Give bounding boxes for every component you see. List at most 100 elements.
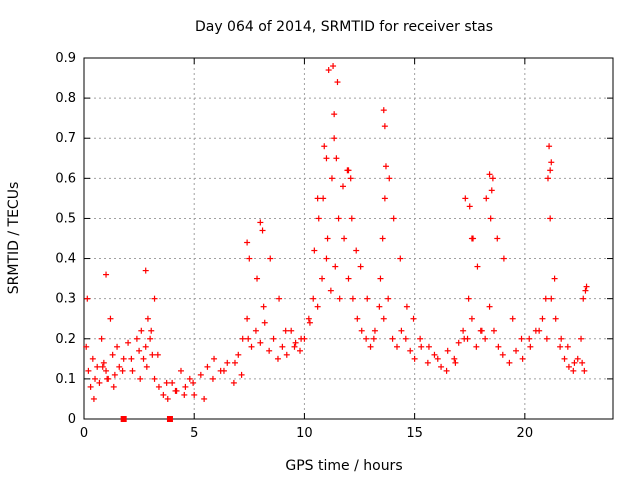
data-point: [107, 315, 114, 322]
y-tick-label: 0.7: [55, 131, 76, 146]
data-point: [211, 355, 218, 362]
data-point: [197, 371, 204, 378]
data-point: [398, 327, 405, 334]
data-point: [291, 343, 298, 350]
data-point: [473, 343, 480, 350]
data-point: [397, 255, 404, 262]
data-point: [333, 155, 340, 162]
data-point: [136, 347, 143, 354]
y-tick-label: 0.9: [55, 51, 76, 66]
plot-frame: [83, 57, 614, 420]
data-point: [239, 335, 246, 342]
x-tick-label: 5: [190, 426, 198, 441]
data-point: [98, 335, 105, 342]
data-point: [460, 327, 467, 334]
data-point: [310, 295, 317, 302]
data-point: [120, 355, 127, 362]
data-point: [376, 303, 383, 310]
data-point: [452, 359, 459, 366]
data-point: [186, 375, 193, 382]
data-point: [490, 327, 497, 334]
data-point: [238, 371, 245, 378]
data-point: [336, 295, 343, 302]
data-point: [288, 327, 295, 334]
data-point: [231, 359, 238, 366]
data-point: [341, 235, 348, 242]
data-point: [462, 195, 469, 202]
data-point: [142, 267, 149, 274]
data-point: [443, 367, 450, 374]
data-point: [325, 67, 332, 74]
data-point: [305, 315, 312, 322]
data-point: [389, 335, 396, 342]
data-point: [314, 303, 321, 310]
data-point: [128, 355, 135, 362]
data-point: [306, 319, 313, 326]
data-point: [267, 255, 274, 262]
data-point: [339, 183, 346, 190]
data-point: [245, 335, 252, 342]
data-point: [94, 363, 101, 370]
data-point: [371, 327, 378, 334]
data-point: [246, 255, 253, 262]
data-point: [465, 295, 472, 302]
data-point: [482, 335, 489, 342]
data-point: [154, 351, 161, 358]
data-point: [84, 295, 91, 302]
data-point: [151, 295, 158, 302]
data-point: [274, 355, 281, 362]
data-point: [266, 347, 273, 354]
data-point: [324, 235, 331, 242]
data-point: [125, 339, 132, 346]
data-point: [536, 327, 543, 334]
data-point: [495, 343, 502, 350]
data-point: [417, 335, 424, 342]
data-point: [509, 315, 516, 322]
data-point: [328, 175, 335, 182]
data-point: [311, 247, 318, 254]
data-point: [468, 235, 475, 242]
data-point: [116, 363, 123, 370]
y-tick-label: 0.6: [55, 171, 76, 186]
data-point: [348, 215, 355, 222]
data-point: [259, 227, 266, 234]
data-point: [257, 339, 264, 346]
data-point: [579, 359, 586, 366]
data-point: [561, 355, 568, 362]
data-point: [551, 275, 558, 282]
data-point: [364, 295, 371, 302]
data-point: [235, 351, 242, 358]
data-point: [583, 283, 590, 290]
data-point: [455, 339, 462, 346]
data-point: [297, 347, 304, 354]
data-point: [444, 347, 451, 354]
data-point: [331, 111, 338, 118]
data-point: [244, 315, 251, 322]
data-point: [96, 379, 103, 386]
data-point: [144, 315, 151, 322]
data-point: [204, 363, 211, 370]
data-point: [565, 363, 572, 370]
data-point: [335, 215, 342, 222]
data-point: [298, 335, 305, 342]
data-point: [354, 315, 361, 322]
plot-title: Day 064 of 2014, SRMTID for receiver sta…: [195, 19, 493, 35]
data-point: [486, 171, 493, 178]
data-point: [103, 367, 110, 374]
data-point: [367, 343, 374, 350]
data-point: [164, 395, 171, 402]
data-point: [494, 235, 501, 242]
data-point: [172, 387, 179, 394]
data-point: [109, 351, 116, 358]
data-point: [254, 275, 261, 282]
data-point: [488, 187, 495, 194]
data-point: [119, 367, 126, 374]
data-points: [83, 63, 590, 422]
data-point: [382, 163, 389, 170]
data-point: [418, 343, 425, 350]
data-point: [390, 215, 397, 222]
data-point: [544, 175, 551, 182]
data-point: [506, 359, 513, 366]
data-point: [160, 391, 167, 398]
